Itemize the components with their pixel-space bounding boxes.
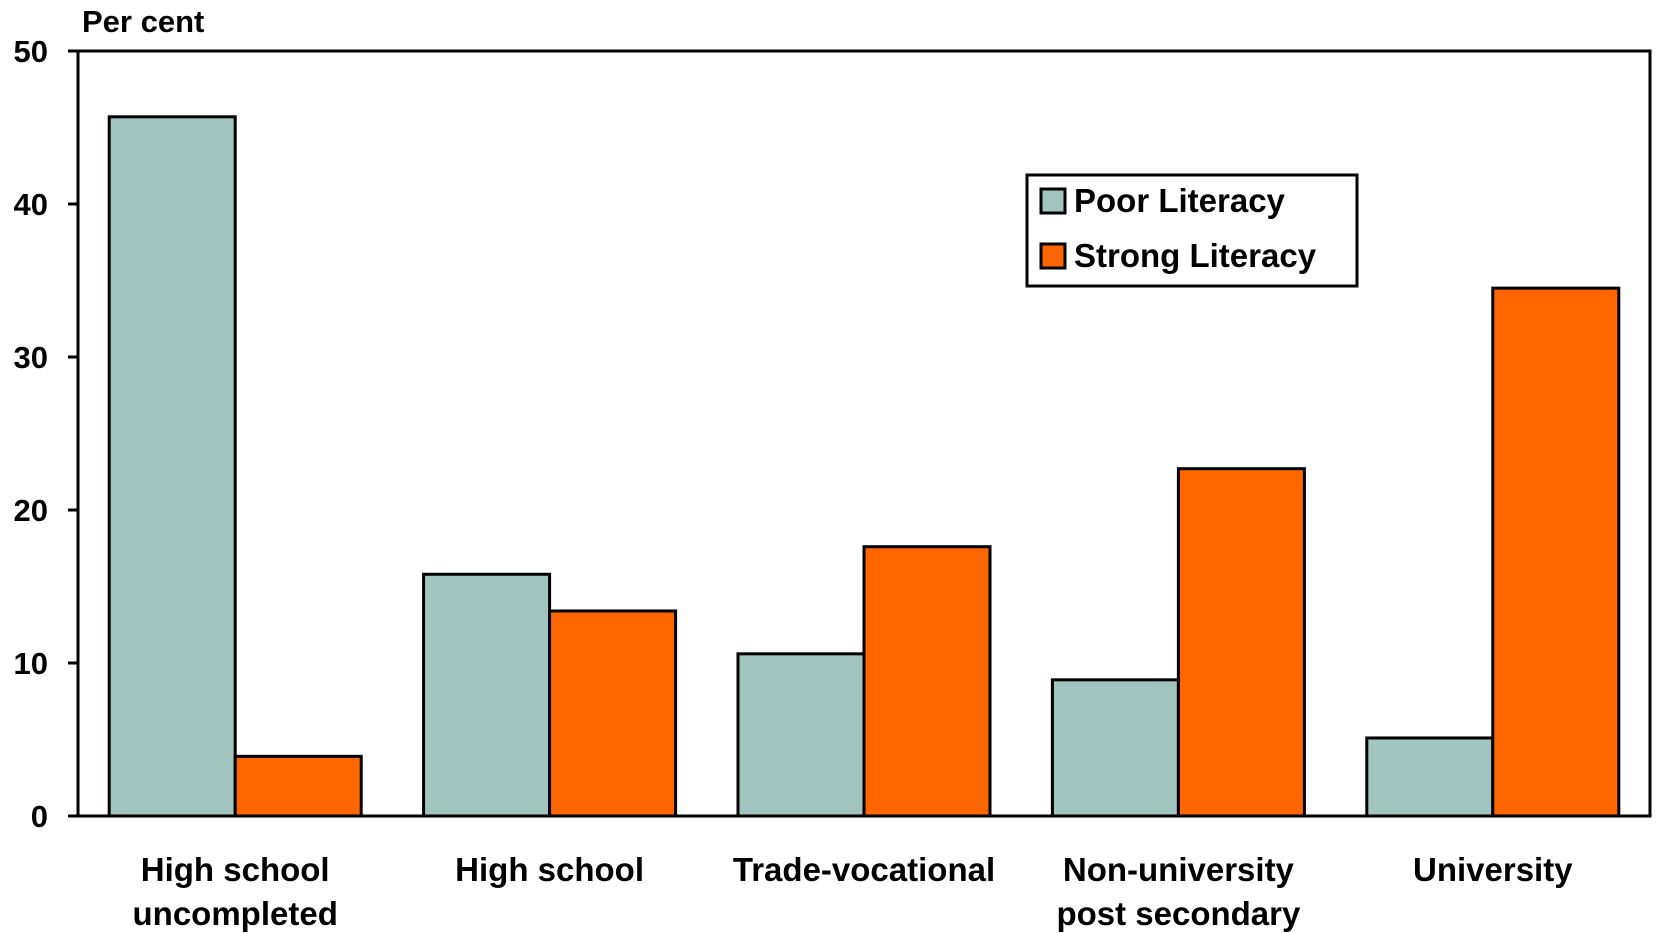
x-category-label: High school: [455, 851, 644, 888]
legend-label: Strong Literacy: [1074, 237, 1317, 274]
bar-poor-literacy: [107, 115, 237, 818]
x-axis: High school uncompleted High school Trade-v…: [133, 851, 1574, 932]
bar-strong-literacy: [233, 754, 363, 818]
y-tick-label: 30: [14, 340, 48, 375]
y-tick-label: 10: [14, 646, 48, 681]
bar-strong-literacy: [1491, 286, 1621, 818]
bar-poor-literacy: [1050, 678, 1180, 818]
y-tick-label: 20: [14, 493, 48, 528]
y-axis: 0 10 20 30 40 50: [14, 34, 78, 834]
x-category-label: uncompleted: [133, 895, 338, 932]
legend: Poor Literacy Strong Literacy: [1025, 173, 1359, 288]
x-category-label: post secondary: [1056, 895, 1301, 932]
bar-poor-literacy: [736, 652, 866, 818]
legend-swatch: [1039, 187, 1067, 215]
y-tick-label: 40: [14, 187, 48, 222]
x-category-label: Non-university: [1063, 851, 1295, 888]
legend-box: [1025, 173, 1359, 288]
legend-label: Poor Literacy: [1074, 182, 1286, 219]
y-tick-label: 0: [31, 799, 48, 834]
bar-poor-literacy: [1365, 736, 1495, 818]
y-axis-title: Per cent: [82, 4, 204, 39]
y-tick-label: 50: [14, 34, 48, 69]
bar-strong-literacy: [1176, 467, 1306, 818]
x-category-label: High school: [141, 851, 330, 888]
bar-strong-literacy: [862, 545, 992, 818]
legend-swatch: [1039, 242, 1067, 270]
x-category-label: Trade-vocational: [733, 851, 995, 888]
bar-strong-literacy: [548, 609, 678, 818]
bars: [107, 115, 1621, 818]
x-category-label: University: [1413, 851, 1573, 888]
bar-poor-literacy: [422, 572, 552, 818]
